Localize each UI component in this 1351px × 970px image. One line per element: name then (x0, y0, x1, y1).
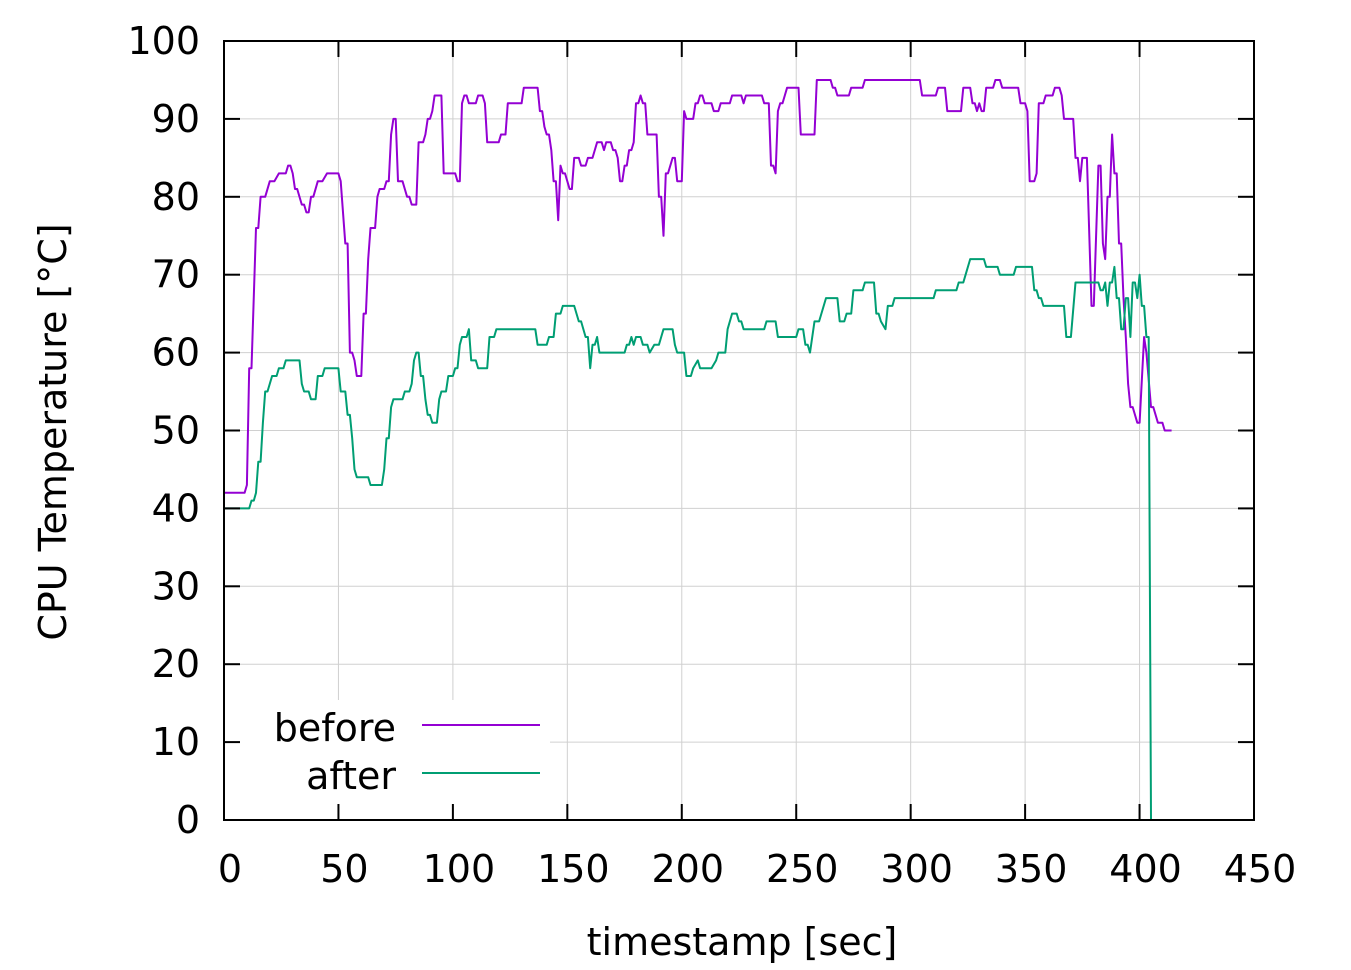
legend: before after (274, 706, 540, 798)
y-tick-label: 30 (152, 564, 200, 608)
ticks: 0 50 100 150 200 250 300 350 400 450 0 10 20 30 40 50 60… (127, 19, 1296, 891)
y-tick-label: 80 (152, 175, 200, 219)
x-tick-label: 450 (1224, 847, 1297, 891)
y-tick-label: 10 (152, 720, 200, 764)
legend-label-after: after (306, 754, 396, 798)
y-tick-label: 60 (152, 331, 200, 375)
x-tick-label: 400 (1109, 847, 1182, 891)
x-tick-label: 0 (218, 847, 242, 891)
series-layer (224, 79, 1172, 821)
x-tick-label: 250 (766, 847, 839, 891)
x-tick-label: 50 (320, 847, 368, 891)
y-tick-label: 100 (127, 19, 200, 63)
y-tick-label: 40 (152, 486, 200, 530)
y-tick-label: 50 (152, 409, 200, 453)
grid (224, 41, 1254, 820)
series-line-before (224, 79, 1172, 494)
y-tick-label: 70 (152, 253, 200, 297)
x-axis-label: timestamp [sec] (587, 920, 898, 964)
y-tick-label: 90 (152, 97, 200, 141)
y-tick-label: 20 (152, 642, 200, 686)
x-tick-label: 300 (880, 847, 953, 891)
legend-background (240, 700, 550, 804)
y-axis-label: CPU Temperature [°C] (31, 223, 75, 640)
y-tick-label: 0 (176, 798, 200, 842)
x-tick-label: 200 (652, 847, 725, 891)
x-tick-label: 150 (537, 847, 610, 891)
x-tick-label: 100 (423, 847, 496, 891)
x-tick-label: 350 (995, 847, 1068, 891)
legend-label-before: before (274, 706, 396, 750)
series-line-after (224, 258, 1172, 821)
